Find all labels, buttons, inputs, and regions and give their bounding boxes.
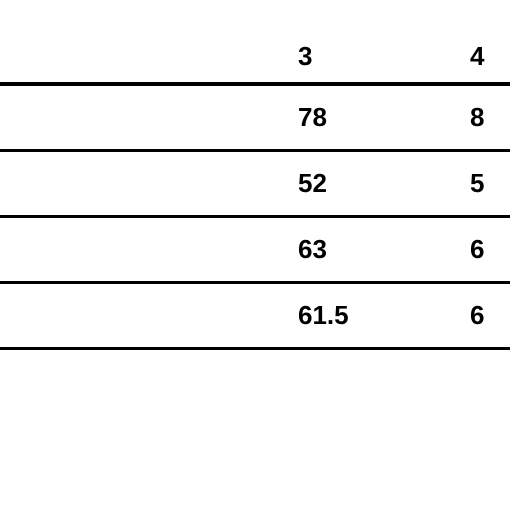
- cell-value: 8: [470, 102, 510, 133]
- cell-value: 52: [298, 168, 470, 199]
- table-row: 78 8: [0, 86, 510, 152]
- data-table: 3 4 78 8 52 5 63 6 61.5 6: [0, 30, 510, 350]
- table-row: 61.5 6: [0, 284, 510, 350]
- cell-value: 5: [470, 168, 510, 199]
- table-row: 52 5: [0, 152, 510, 218]
- cell-value: 61.5: [298, 300, 470, 331]
- cell-value: 63: [298, 234, 470, 265]
- cell-value: 6: [470, 300, 510, 331]
- cell-value: 6: [470, 234, 510, 265]
- table-row: 63 6: [0, 218, 510, 284]
- header-cell-c: 4: [470, 41, 510, 72]
- header-cell-b: 3: [298, 41, 470, 72]
- cell-value: 78: [298, 102, 470, 133]
- table-header-row: 3 4: [0, 30, 510, 86]
